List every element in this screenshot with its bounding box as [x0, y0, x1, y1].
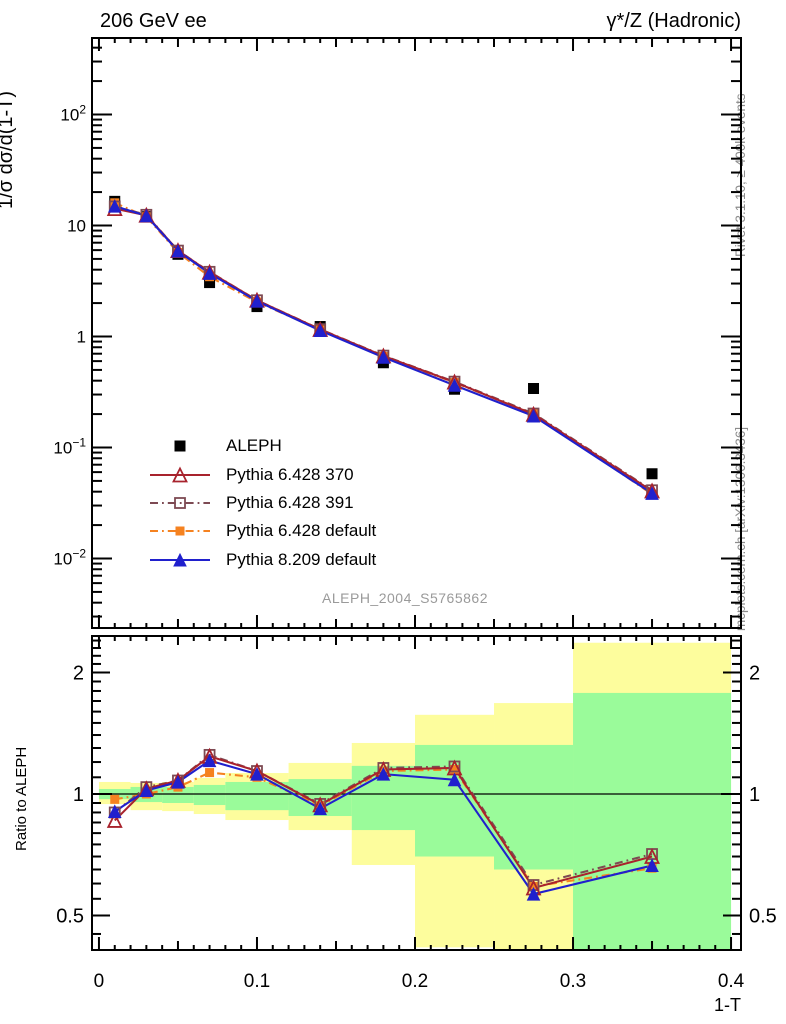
green-uncertainty-band: [573, 692, 732, 950]
ratio-y-tick-label: 2: [749, 663, 760, 685]
legend-item-aleph: ALEPH: [148, 432, 376, 460]
pythia8-default-line-swatch: [148, 550, 212, 570]
ratio-y-tick-label: 0.5: [56, 905, 84, 927]
x-tick-label: 0.1: [244, 971, 270, 992]
main-y-tick-label: 1: [77, 328, 86, 347]
ratio-y-tick-label: 2: [73, 663, 84, 685]
analysis-id-watermark: ALEPH_2004_S5765862: [322, 590, 488, 606]
markers-pythia-8-209-default: [107, 199, 659, 500]
ratio-y-tick-label: 1: [73, 784, 84, 806]
ratio-y-tick-label: 1: [749, 784, 760, 806]
legend-label: Pythia 6.428 370: [226, 464, 354, 484]
curve-pythia-8-209-default: [114, 205, 653, 495]
aleph-marker-swatch: [148, 436, 212, 456]
legend-label: Pythia 6.428 391: [226, 492, 354, 512]
green-uncertainty-band: [193, 784, 226, 806]
pythia6-370-line-swatch: [148, 465, 212, 485]
x-tick-label: 0.4: [718, 971, 745, 992]
x-tick-label: 0: [94, 971, 105, 992]
legend-label: Pythia 8.209 default: [226, 549, 377, 569]
markers-pythia-8-209-default: [107, 753, 659, 901]
legend-item-pythia6-370: Pythia 6.428 370: [148, 460, 376, 488]
legend-item-pythia6-default: Pythia 6.428 default: [148, 517, 376, 545]
curve-pythia-8-209-default: [114, 759, 653, 896]
x-axis-label: 1-T: [714, 995, 741, 1015]
pythia6-default-line-swatch: [148, 521, 212, 541]
main-y-tick-label: 102: [60, 103, 86, 125]
x-tick-label: 0.3: [560, 971, 586, 992]
legend: ALEPH Pythia 6.428 370 Pythia 6.428 391 …: [148, 432, 376, 574]
pythia6-391-line-swatch: [148, 493, 212, 513]
green-uncertainty-band: [162, 786, 194, 803]
legend-item-pythia8-default: Pythia 8.209 default: [148, 546, 376, 574]
green-uncertainty-band: [494, 744, 574, 870]
legend-item-pythia6-391: Pythia 6.428 391: [148, 489, 376, 517]
main-frame: [91, 37, 742, 629]
uncertainty-bands: [98, 642, 732, 950]
main-y-tick-label: 10−2: [53, 547, 86, 569]
main-y-tick-label: 10−1: [53, 436, 86, 458]
x-tick-label: 0.2: [402, 971, 428, 992]
curve-pythia-6-428-370: [114, 755, 653, 890]
main-y-tick-label: 10: [67, 217, 86, 236]
axis-ticks: [92, 38, 741, 950]
ratio-y-tick-label: 0.5: [749, 905, 777, 927]
beam-energy-title: 206 GeV ee: [100, 10, 207, 32]
process-title: γ*/Z (Hadronic): [606, 10, 741, 32]
legend-label: ALEPH: [226, 436, 282, 456]
green-uncertainty-band: [414, 744, 495, 857]
legend-label: Pythia 6.428 default: [226, 521, 377, 541]
